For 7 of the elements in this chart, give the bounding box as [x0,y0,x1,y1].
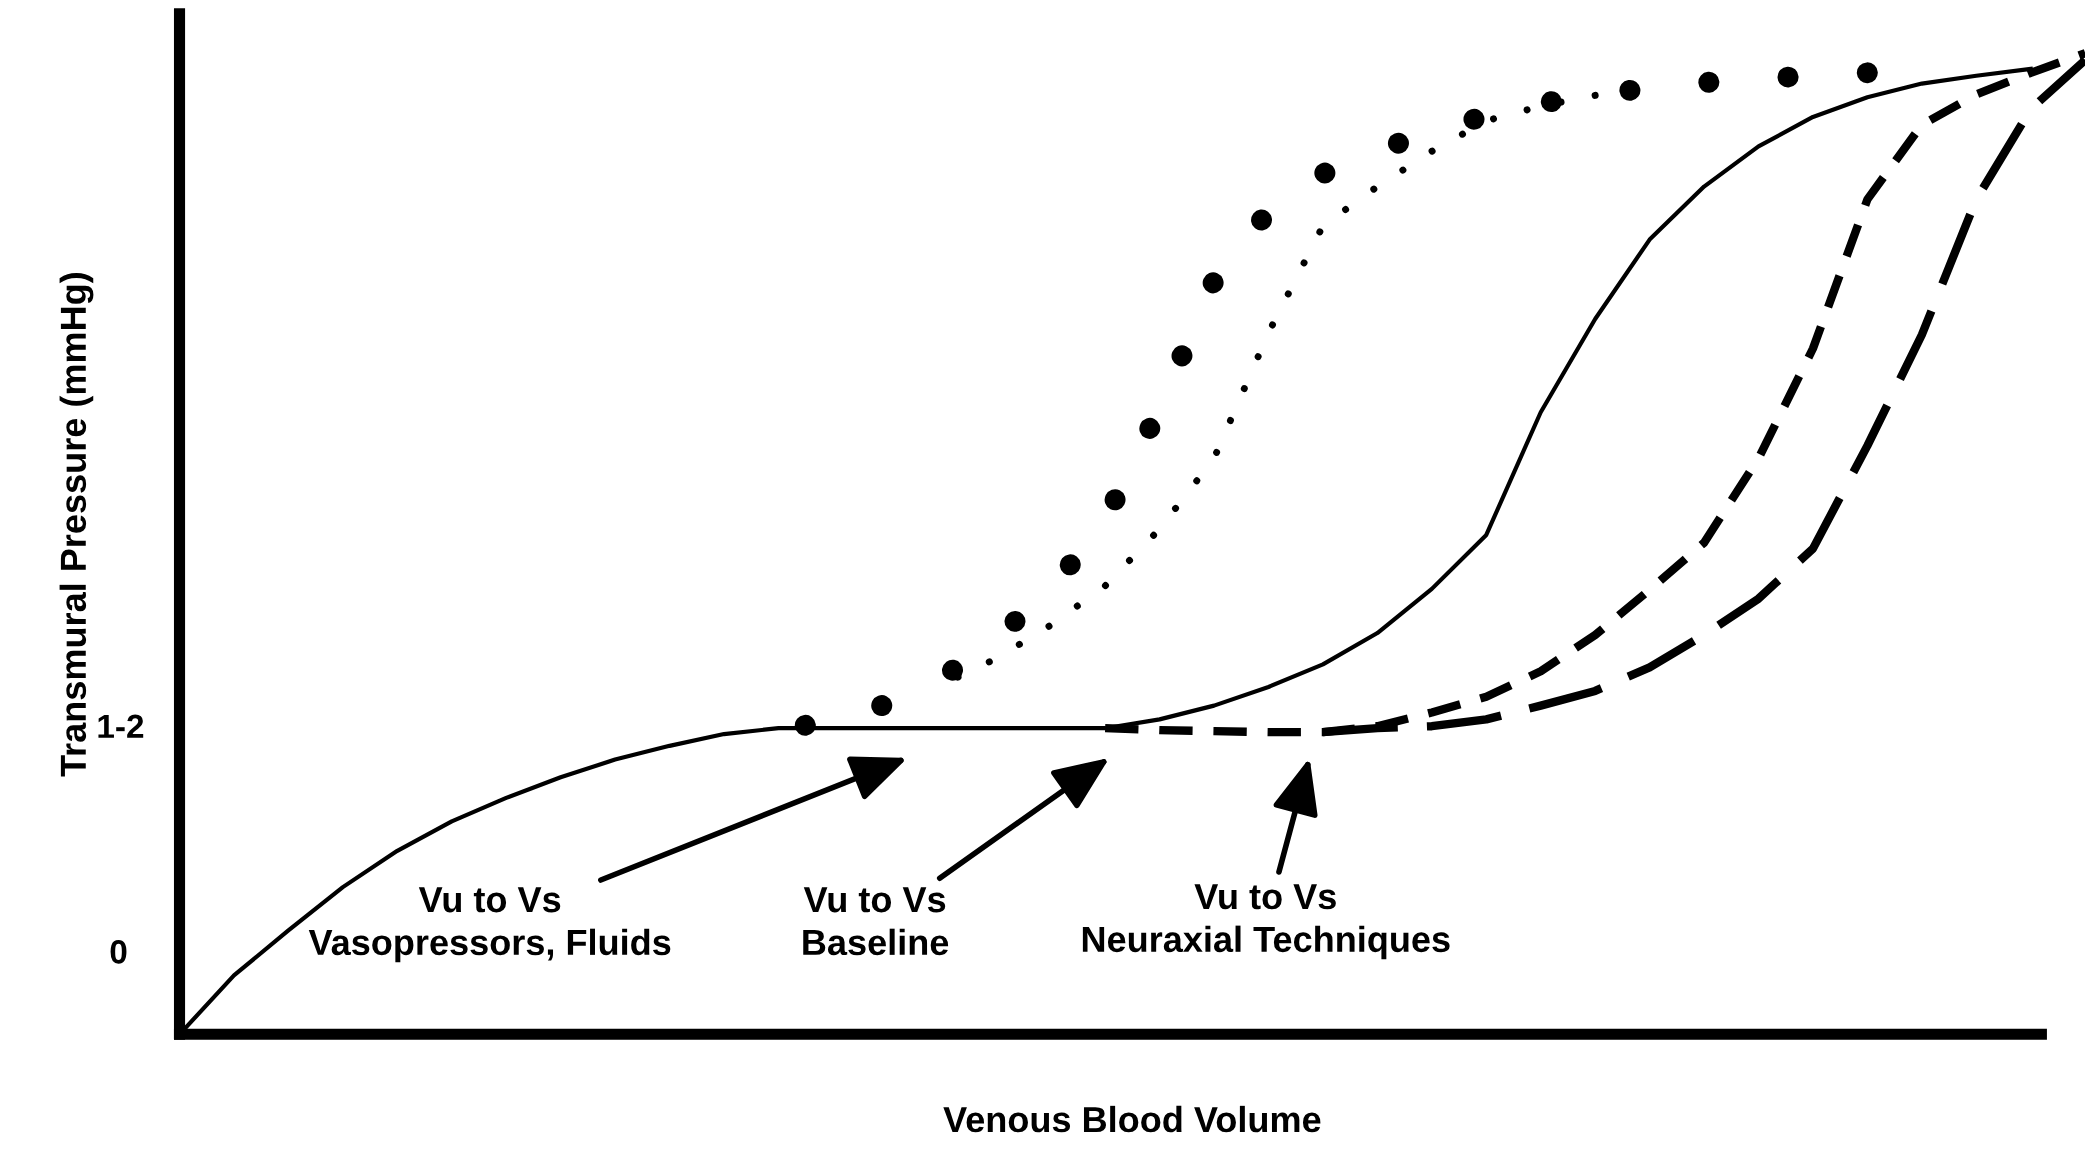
annotation: Vu to Vs Baseline [803,887,949,956]
text: 0 [110,940,127,964]
y-axis-title: Transmural Pressure (mmHg) [59,273,94,777]
annotation: Vu to Vs Neuraxial Techniques [1082,884,1450,960]
text: 1-2 [98,714,144,738]
annotation: Vu to Vs Vasopressors, Fluids [308,887,671,963]
x-axis-title: Venous Blood Volume [943,1105,1321,1133]
